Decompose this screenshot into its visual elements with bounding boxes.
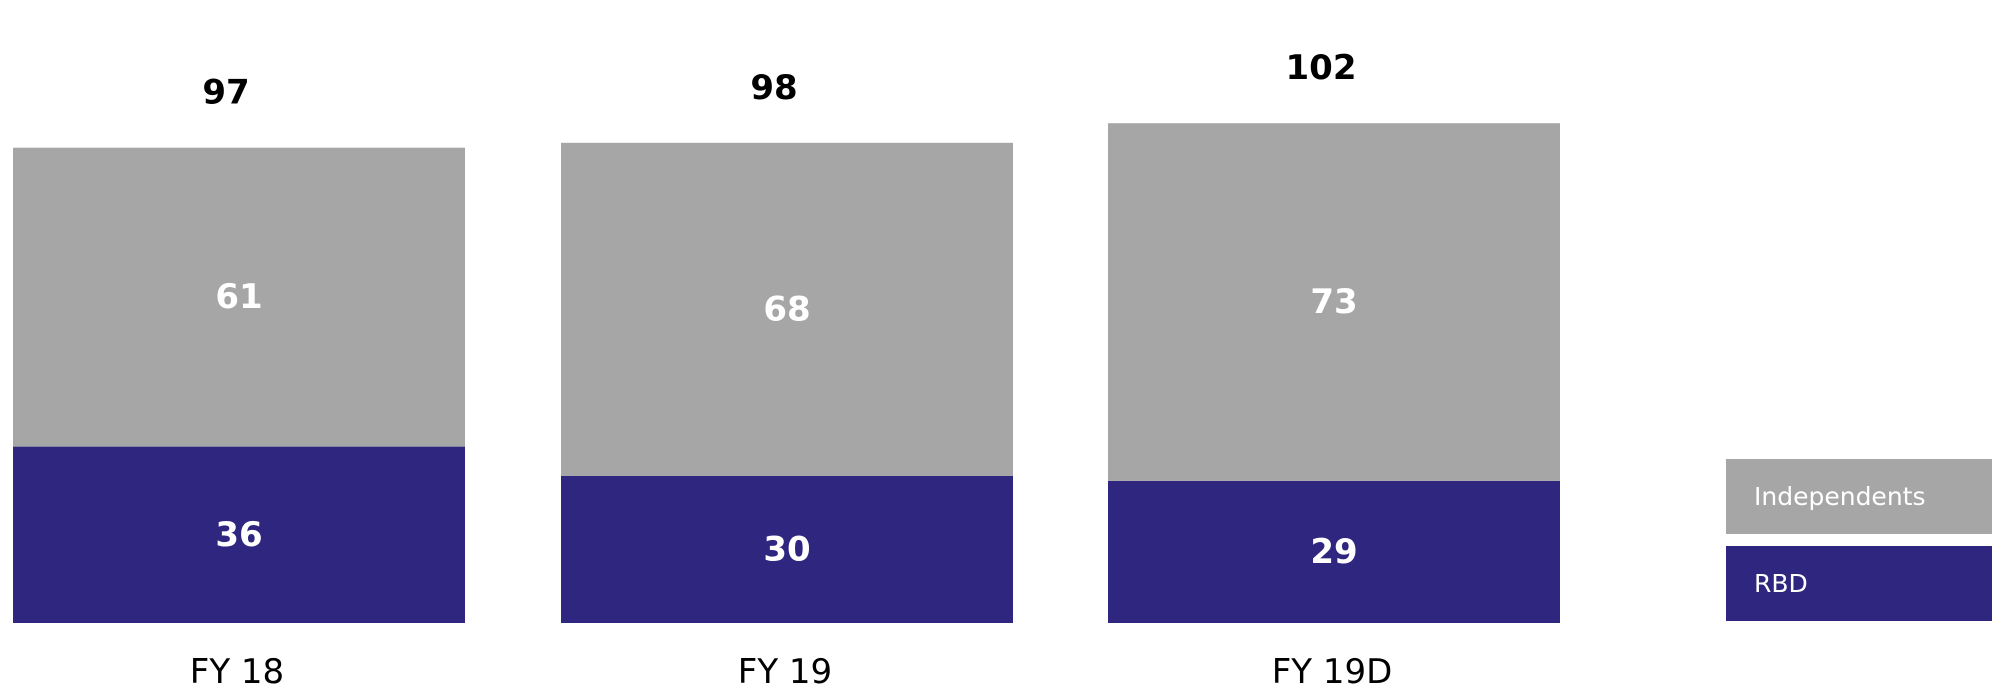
- category-label-1: FY 18: [190, 652, 284, 688]
- legend-label-independents: Independents: [1754, 482, 1925, 511]
- bars-group: [13, 123, 1560, 623]
- legend-swatch-independents: [1726, 459, 1992, 534]
- total-label-2: 98: [750, 68, 797, 108]
- bar-rbd-2: [561, 476, 1013, 623]
- category-label-2: FY 19: [738, 652, 832, 688]
- legend-swatch-rbd: [1726, 546, 1992, 621]
- bar-rbd-1: [13, 446, 465, 623]
- data-label-rbd-1: 36: [215, 515, 262, 555]
- total-label-1: 97: [202, 73, 249, 113]
- category-label-3: FY 19D: [1272, 652, 1393, 688]
- legend: Independents RBD: [1726, 459, 1992, 621]
- bar-independents-2: [561, 142, 1013, 477]
- total-label-3: 102: [1286, 48, 1357, 88]
- data-label-rbd-2: 30: [763, 530, 810, 570]
- labels-group: 36 61 97 FY 18 30 68 98 FY 19 29 73 102 FY 19D: [190, 48, 1392, 688]
- bar-rbd-3: [1108, 480, 1560, 623]
- legend-label-rbd: RBD: [1754, 569, 1808, 598]
- bar-independents-3: [1108, 123, 1560, 481]
- data-label-rbd-3: 29: [1310, 532, 1357, 572]
- bar-independents-1: [13, 147, 465, 447]
- data-label-independents-2: 68: [763, 289, 810, 329]
- data-label-independents-1: 61: [215, 277, 262, 317]
- data-label-independents-3: 73: [1310, 282, 1357, 322]
